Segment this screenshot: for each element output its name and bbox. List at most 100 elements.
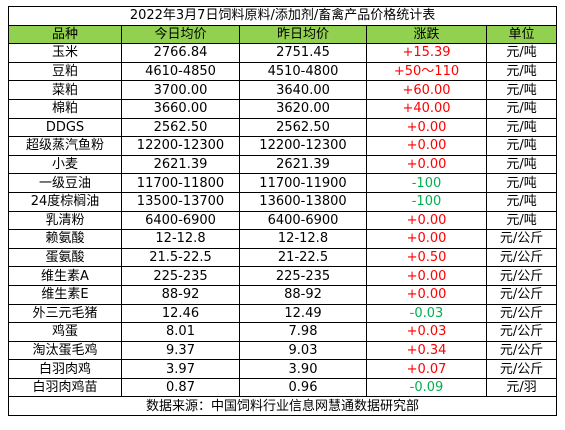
table-row: 白羽肉鸡苗 0.87 0.96 -0.09 元/羽 xyxy=(8,377,558,398)
row-yesterday-cell: 2562.50 xyxy=(239,117,367,138)
table-row: 玉米 2766.84 2751.45 +15.39 元/吨 xyxy=(8,43,558,63)
row-name-cell: 赖氨酸 xyxy=(8,229,122,249)
row-yesterday-cell: 12-12.8 xyxy=(239,229,367,249)
row-change-cell: -100 xyxy=(366,173,487,193)
row-today-cell: 2621.39 xyxy=(121,154,240,175)
row-today-cell: 88-92 xyxy=(121,284,240,305)
row-change-cell: +0.50 xyxy=(366,247,487,268)
table-row: 菜粕 3700.00 3640.00 +60.00 元/吨 xyxy=(8,80,558,100)
row-today-cell: 3700.00 xyxy=(121,80,240,100)
row-change-cell: +0.34 xyxy=(366,340,487,361)
row-change-cell: -100 xyxy=(366,191,487,212)
row-yesterday-cell: 9.03 xyxy=(239,340,367,361)
row-unit-cell: 元/吨 xyxy=(485,191,558,212)
table-row: 鸡蛋 8.01 7.98 +0.03 元/公斤 xyxy=(8,322,558,342)
row-unit-cell: 元/吨 xyxy=(485,80,558,100)
row-name-cell: 淘汰蛋毛鸡 xyxy=(8,340,122,361)
row-unit-cell: 元/公斤 xyxy=(485,359,558,379)
row-yesterday-cell: 0.96 xyxy=(239,377,367,398)
row-name-cell: DDGS xyxy=(8,117,122,138)
row-name-cell: 白羽肉鸡 xyxy=(8,359,122,379)
table-row: 维生素A 225-235 225-235 +0.00 元/公斤 xyxy=(8,266,558,286)
row-unit-cell: 元/吨 xyxy=(485,117,558,138)
header-change: 涨跌 xyxy=(366,24,487,45)
row-name-cell: 玉米 xyxy=(8,43,122,63)
row-unit-cell: 元/公斤 xyxy=(485,340,558,361)
row-name-cell: 一级豆油 xyxy=(8,173,122,193)
row-yesterday-cell: 12200-12300 xyxy=(239,136,367,156)
row-today-cell: 12200-12300 xyxy=(121,136,240,156)
row-name-cell: 豆粕 xyxy=(8,61,122,82)
row-yesterday-cell: 7.98 xyxy=(239,322,367,342)
header-unit: 单位 xyxy=(485,24,558,45)
row-change-cell: +0.00 xyxy=(366,117,487,138)
row-yesterday-cell: 12.49 xyxy=(239,303,367,324)
row-change-cell: -0.09 xyxy=(366,377,487,398)
row-change-cell: +0.00 xyxy=(366,284,487,305)
header-row: 品种 今日均价 昨日均价 涨跌 单位 xyxy=(8,24,558,45)
row-unit-cell: 元/吨 xyxy=(485,61,558,82)
table-row: 蛋氨酸 21.5-22.5 21-22.5 +0.50 元/公斤 xyxy=(8,247,558,268)
table-row: 一级豆油 11700-11800 11700-11900 -100 元/吨 xyxy=(8,173,558,193)
table-row: 乳清粉 6400-6900 6400-6900 +0.00 元/吨 xyxy=(8,210,558,231)
table-row: DDGS 2562.50 2562.50 +0.00 元/吨 xyxy=(8,117,558,138)
table-row: 淘汰蛋毛鸡 9.37 9.03 +0.34 元/公斤 xyxy=(8,340,558,361)
row-yesterday-cell: 88-92 xyxy=(239,284,367,305)
source-note: 数据来源：中国饲料行业信息网慧通数据研究部 xyxy=(7,396,558,417)
row-today-cell: 3.97 xyxy=(121,359,240,379)
row-unit-cell: 元/公斤 xyxy=(485,229,558,249)
row-today-cell: 225-235 xyxy=(121,266,240,286)
row-name-cell: 维生素A xyxy=(8,266,122,286)
row-change-cell: +40.00 xyxy=(366,98,487,119)
row-change-cell: +0.00 xyxy=(366,266,487,286)
row-today-cell: 0.87 xyxy=(121,377,240,398)
row-yesterday-cell: 21-22.5 xyxy=(239,247,367,268)
row-name-cell: 外三元毛猪 xyxy=(8,303,122,324)
table-row: 赖氨酸 12-12.8 12-12.8 +0.00 元/公斤 xyxy=(8,229,558,249)
row-today-cell: 11700-11800 xyxy=(121,173,240,193)
row-name-cell: 小麦 xyxy=(8,154,122,175)
title-row: 2022年3月7日饲料原料/添加剂/畜禽产品价格统计表 xyxy=(7,6,558,26)
row-yesterday-cell: 6400-6900 xyxy=(239,210,367,231)
row-unit-cell: 元/吨 xyxy=(485,210,558,231)
row-yesterday-cell: 225-235 xyxy=(239,266,367,286)
row-yesterday-cell: 3.90 xyxy=(239,359,367,379)
row-unit-cell: 元/吨 xyxy=(485,154,558,175)
row-unit-cell: 元/吨 xyxy=(485,43,558,63)
row-change-cell: +0.00 xyxy=(366,210,487,231)
table-title: 2022年3月7日饲料原料/添加剂/畜禽产品价格统计表 xyxy=(7,6,558,26)
header-today: 今日均价 xyxy=(121,24,240,45)
row-change-cell: -0.03 xyxy=(366,303,487,324)
row-name-cell: 鸡蛋 xyxy=(8,322,122,342)
row-today-cell: 2766.84 xyxy=(121,43,240,63)
row-name-cell: 蛋氨酸 xyxy=(8,247,122,268)
source-row: 数据来源：中国饲料行业信息网慧通数据研究部 xyxy=(7,396,558,417)
row-unit-cell: 元/吨 xyxy=(485,98,558,119)
row-today-cell: 12.46 xyxy=(121,303,240,324)
row-change-cell: +60.00 xyxy=(366,80,487,100)
table-row: 棉粕 3660.00 3620.00 +40.00 元/吨 xyxy=(8,98,558,119)
row-name-cell: 菜粕 xyxy=(8,80,122,100)
row-change-cell: +0.03 xyxy=(366,322,487,342)
row-unit-cell: 元/公斤 xyxy=(485,322,558,342)
row-today-cell: 13500-13700 xyxy=(121,191,240,212)
row-name-cell: 白羽肉鸡苗 xyxy=(8,377,122,398)
price-table: 2022年3月7日饲料原料/添加剂/畜禽产品价格统计表 品种 今日均价 昨日均价… xyxy=(7,6,558,417)
row-yesterday-cell: 11700-11900 xyxy=(239,173,367,193)
row-today-cell: 21.5-22.5 xyxy=(121,247,240,268)
row-today-cell: 8.01 xyxy=(121,322,240,342)
row-yesterday-cell: 2621.39 xyxy=(239,154,367,175)
row-today-cell: 6400-6900 xyxy=(121,210,240,231)
table-row: 超级蒸汽鱼粉 12200-12300 12200-12300 +0.00 元/吨 xyxy=(8,136,558,156)
row-unit-cell: 元/羽 xyxy=(485,377,558,398)
table-row: 小麦 2621.39 2621.39 +0.00 元/吨 xyxy=(8,154,558,175)
row-today-cell: 4610-4850 xyxy=(121,61,240,82)
row-name-cell: 超级蒸汽鱼粉 xyxy=(8,136,122,156)
price-table-container: 2022年3月7日饲料原料/添加剂/畜禽产品价格统计表 品种 今日均价 昨日均价… xyxy=(7,6,558,417)
row-yesterday-cell: 3640.00 xyxy=(239,80,367,100)
row-unit-cell: 元/公斤 xyxy=(485,284,558,305)
row-today-cell: 9.37 xyxy=(121,340,240,361)
row-change-cell: +0.07 xyxy=(366,359,487,379)
row-change-cell: +0.00 xyxy=(366,136,487,156)
table-row: 白羽肉鸡 3.97 3.90 +0.07 元/公斤 xyxy=(8,359,558,379)
